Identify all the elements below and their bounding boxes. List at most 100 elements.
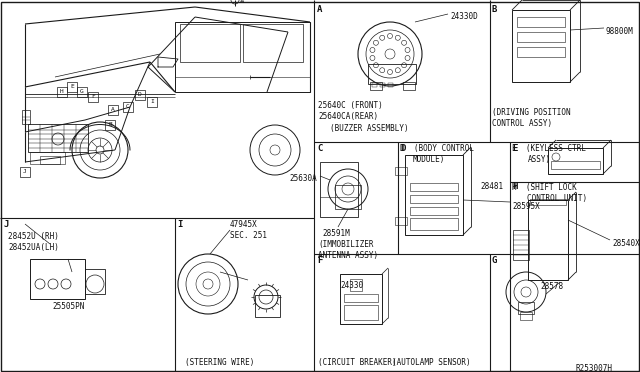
Bar <box>123 102 133 112</box>
Bar <box>528 200 568 280</box>
Text: J: J <box>23 169 27 174</box>
Text: 28578: 28578 <box>540 282 563 291</box>
Bar <box>77 87 87 97</box>
Bar <box>344 294 378 302</box>
Text: 24330D: 24330D <box>450 12 477 21</box>
Text: (IMMOBILIZER: (IMMOBILIZER <box>318 240 374 249</box>
Text: 28452U (RH): 28452U (RH) <box>8 232 59 241</box>
Text: CONTROL UNIT): CONTROL UNIT) <box>527 194 587 203</box>
Text: J: J <box>3 220 8 229</box>
Bar <box>22 110 30 124</box>
Bar <box>517 32 565 42</box>
Bar <box>30 259 85 299</box>
Text: (AUTOLAMP SENSOR): (AUTOLAMP SENSOR) <box>392 358 470 367</box>
Text: F: F <box>91 94 95 99</box>
Text: D: D <box>138 92 142 97</box>
Bar <box>105 120 115 130</box>
Bar <box>320 162 358 217</box>
Text: (BUZZER ASSEMBLY): (BUZZER ASSEMBLY) <box>330 124 408 133</box>
Bar <box>388 83 393 87</box>
Bar <box>395 167 407 175</box>
Bar <box>344 305 378 320</box>
Text: R253007H: R253007H <box>575 364 612 372</box>
Text: F: F <box>317 256 323 265</box>
Text: E: E <box>512 144 517 153</box>
Text: MODULE): MODULE) <box>413 155 445 164</box>
Text: 98800M: 98800M <box>606 27 634 36</box>
Bar <box>108 105 118 115</box>
Text: 25640CA(REAR): 25640CA(REAR) <box>318 112 378 121</box>
Bar <box>410 195 458 203</box>
Text: D: D <box>400 144 405 153</box>
Bar <box>147 97 157 107</box>
Text: 24330: 24330 <box>340 281 363 290</box>
Bar <box>255 295 280 317</box>
Text: I: I <box>150 99 154 104</box>
Bar <box>243 24 303 62</box>
Bar <box>20 167 30 177</box>
Bar <box>180 24 240 62</box>
Bar <box>340 274 382 324</box>
Bar <box>520 312 532 320</box>
Bar <box>403 82 415 90</box>
Text: H  (SHIFT LOCK: H (SHIFT LOCK <box>512 183 577 192</box>
Bar <box>395 217 407 225</box>
Bar <box>57 87 67 97</box>
Bar <box>380 83 385 87</box>
Bar <box>370 82 382 90</box>
Bar <box>410 207 458 215</box>
Text: G: G <box>492 256 497 265</box>
Bar <box>410 218 458 230</box>
Text: B: B <box>108 122 112 127</box>
Text: C: C <box>317 144 323 153</box>
Text: (STEERING WIRE): (STEERING WIRE) <box>185 358 254 367</box>
Text: CONTROL ASSY): CONTROL ASSY) <box>492 119 552 128</box>
Text: 25640C (FRONT): 25640C (FRONT) <box>318 101 383 110</box>
Text: E: E <box>70 84 74 89</box>
Text: 28591M: 28591M <box>322 229 349 238</box>
Text: 28595X: 28595X <box>512 202 540 211</box>
Bar <box>67 82 77 92</box>
Text: 25505PN: 25505PN <box>52 302 84 311</box>
Text: (DRIVING POSITION: (DRIVING POSITION <box>492 108 571 117</box>
Text: A: A <box>317 5 323 14</box>
Bar <box>517 17 565 27</box>
Text: C: C <box>126 104 130 109</box>
Text: D  (BODY CONTROL: D (BODY CONTROL <box>400 144 474 153</box>
Text: 25630A: 25630A <box>289 174 317 183</box>
Text: B: B <box>492 5 497 14</box>
Text: E  (KEYLESS CTRL: E (KEYLESS CTRL <box>512 144 586 153</box>
Bar <box>518 302 534 314</box>
Bar <box>512 10 570 82</box>
Text: G: G <box>80 89 84 94</box>
Bar <box>530 199 566 205</box>
Bar <box>40 156 60 164</box>
Bar <box>335 185 361 209</box>
Bar <box>88 92 98 102</box>
Text: 28481: 28481 <box>480 182 503 191</box>
Bar <box>135 90 145 100</box>
Bar <box>372 83 377 87</box>
Text: H: H <box>60 89 64 94</box>
Bar <box>517 47 565 57</box>
Bar <box>175 22 310 92</box>
Text: 47945X: 47945X <box>230 220 258 229</box>
Bar <box>30 152 65 164</box>
Text: H: H <box>512 182 517 191</box>
Bar <box>368 64 416 84</box>
Bar <box>405 155 463 235</box>
Bar <box>548 148 603 174</box>
Text: 28540X: 28540X <box>612 239 640 248</box>
Text: I: I <box>177 220 182 229</box>
Text: ASSY): ASSY) <box>528 155 551 164</box>
Bar <box>85 269 105 294</box>
Text: ANTENNA ASSY): ANTENNA ASSY) <box>318 251 378 260</box>
Text: 28452UA(LH): 28452UA(LH) <box>8 243 59 252</box>
Bar <box>350 279 362 291</box>
Text: A: A <box>240 0 244 4</box>
Text: SEC. 251: SEC. 251 <box>230 231 267 240</box>
Bar <box>551 161 600 169</box>
Bar <box>410 183 458 191</box>
Text: (CIRCUIT BREAKER): (CIRCUIT BREAKER) <box>318 358 397 367</box>
Text: A: A <box>111 107 115 112</box>
